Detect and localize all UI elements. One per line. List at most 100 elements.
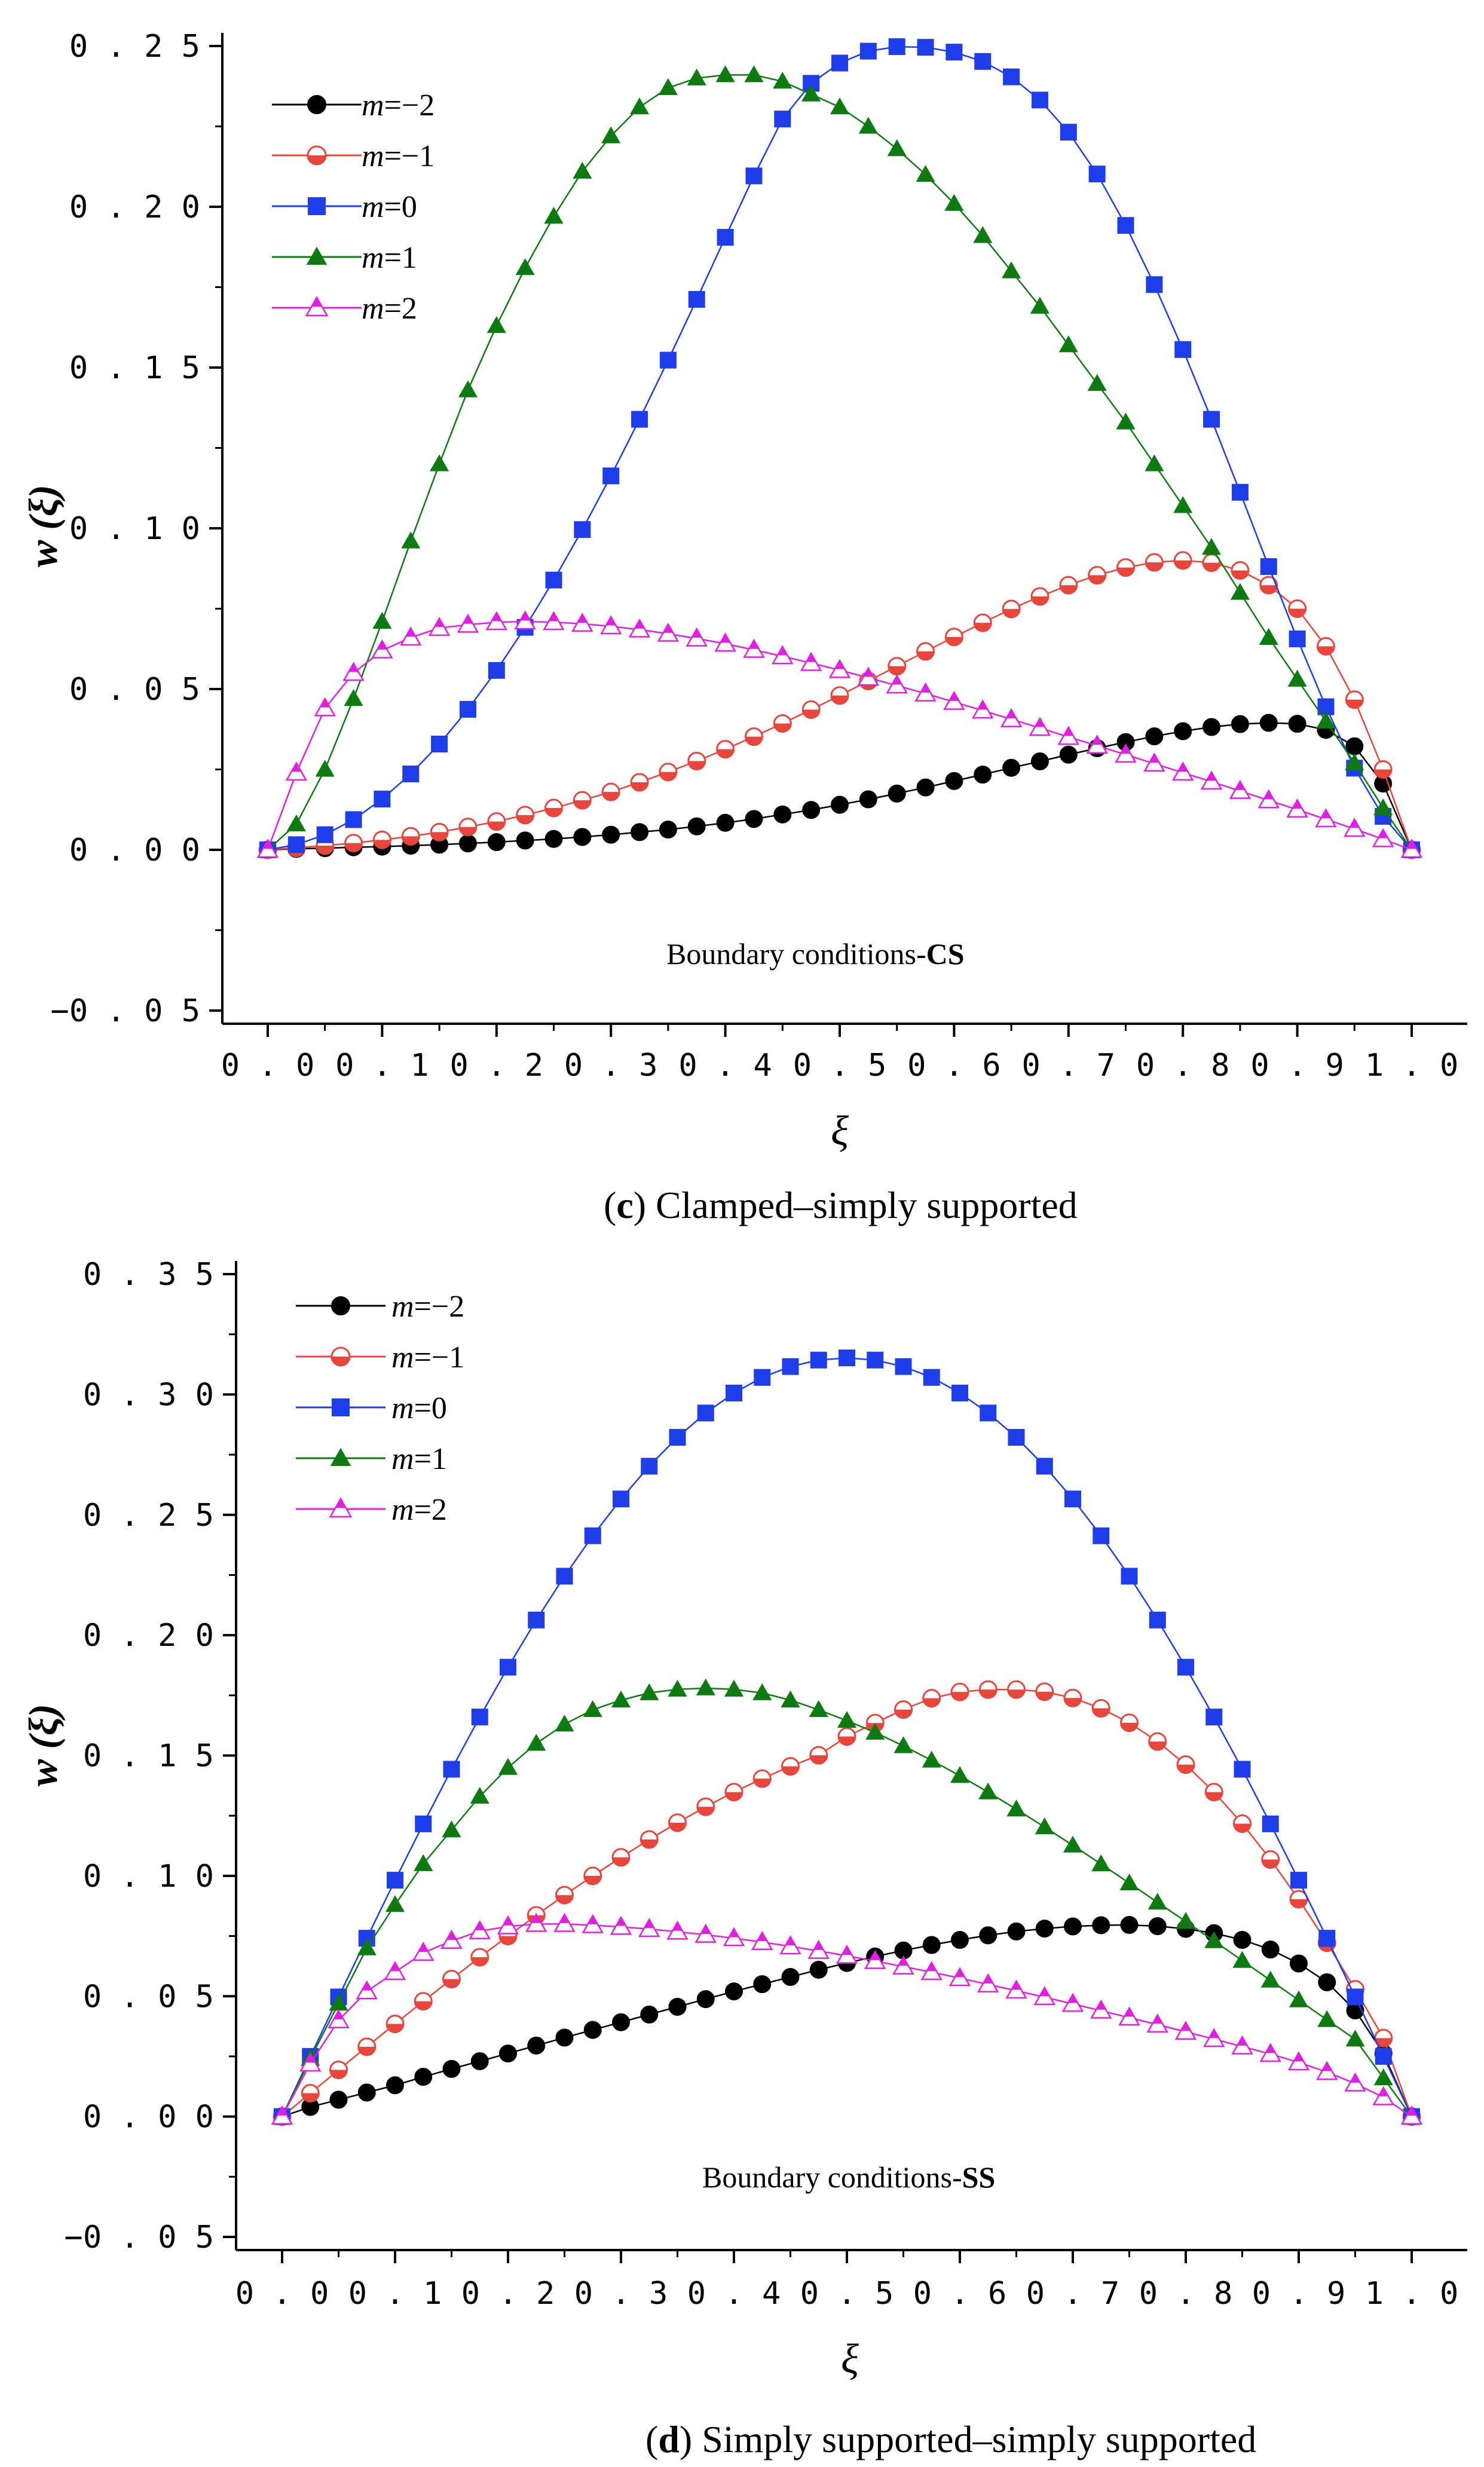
point-c-m_1-6 [430, 454, 449, 472]
y-tick-label-d-0: 0 . 3 5 [83, 1257, 214, 1293]
caption-d: (d) Simply supported–simply supported [645, 2418, 1257, 2460]
legend-label-c-m_1: m=1 [362, 241, 417, 275]
y-tick-label-d-2: 0 . 2 5 [83, 1498, 214, 1534]
point-c-m_0-17 [745, 167, 763, 185]
point-d-m_neg1-34 [1233, 1814, 1252, 1833]
point-d-m_neg1-22-fill [895, 1709, 912, 1718]
point-d-m_neg1-36 [1289, 1890, 1308, 1909]
point-d-m_neg2-9 [527, 2036, 546, 2055]
point-c-m_2-19-fill [806, 653, 816, 662]
point-c-m_2-23 [914, 682, 937, 702]
x-tick-label-d-0: 0 . 0 [235, 2276, 329, 2312]
point-c-m_0-21 [859, 42, 877, 60]
point-c-m_2-37-fill [1321, 809, 1331, 819]
point-c-m_neg1-4 [372, 830, 391, 849]
point-d-m_2-24 [948, 1967, 971, 1987]
point-c-m_neg1-32-fill [1174, 560, 1192, 569]
point-d-m_2-29-fill [1096, 2001, 1106, 2010]
point-c-m_2-29 [1086, 734, 1108, 754]
point-c-m_1-28 [1058, 335, 1078, 353]
point-c-m_neg2-38 [1345, 737, 1364, 755]
point-c-m_2-34 [1229, 779, 1252, 799]
point-c-m_neg1-35-fill [1260, 585, 1277, 594]
point-c-m_neg2-28 [1059, 745, 1078, 764]
point-c-m_2-26-fill [1006, 709, 1017, 718]
x-tick-label-c-7: 0 . 7 [1022, 1048, 1116, 1083]
point-d-m_0-12 [613, 1490, 629, 1508]
point-d-m_2-9 [525, 1912, 547, 1932]
point-d-m_2-13-fill [644, 1919, 654, 1929]
x-tick-label-c-8: 0 . 8 [1136, 1048, 1230, 1083]
point-c-m_2-29-fill [1092, 736, 1102, 745]
point-c-m_neg1-23-fill [917, 651, 934, 660]
series-d-m_neg1 [273, 1680, 1421, 2126]
point-d-m_1-5 [414, 1854, 433, 1871]
legend-label-c-m_neg2: m=−2 [362, 88, 435, 123]
x-tick-label-d-4: 0 . 4 [687, 2276, 781, 2312]
point-c-m_neg1-19-fill [803, 709, 820, 718]
point-d-m_2-14 [666, 1920, 689, 1940]
point-d-m_neg1-26-fill [1008, 1689, 1025, 1698]
point-d-m_2-3-fill [362, 1982, 372, 1991]
point-d-m_neg1-31-fill [1149, 1741, 1166, 1750]
point-d-m_neg2-18 [781, 1968, 800, 1987]
legend-marker-c-m_0 [308, 197, 326, 215]
point-d-m_0-5 [415, 1815, 432, 1832]
y-tick-label-c-3: 0 . 1 0 [69, 511, 200, 547]
x-tick-label-c-9: 0 . 9 [1250, 1048, 1344, 1083]
point-d-m_neg1-3 [357, 2037, 377, 2056]
point-d-m_1-9 [527, 1734, 546, 1751]
y-tick-label-d-4: 0 . 1 5 [83, 1738, 214, 1774]
point-d-m_2-28 [1061, 1992, 1084, 2012]
point-c-m_neg1-33 [1202, 553, 1221, 573]
x-tick-label-d-5: 0 . 5 [800, 2276, 894, 2312]
point-c-m_1-1 [286, 814, 306, 832]
point-c-m_2-19 [800, 651, 822, 671]
point-d-m_2-2 [328, 2009, 350, 2028]
point-d-m_2-3 [356, 1980, 378, 2000]
point-c-m_0-2 [316, 826, 333, 843]
point-c-m_neg1-14 [659, 763, 678, 782]
point-c-m_neg1-34 [1231, 561, 1250, 580]
point-c-m_2-28-fill [1063, 727, 1073, 736]
point-d-m_0-39 [1375, 2047, 1392, 2065]
point-d-m_2-21-fill [870, 1951, 880, 1960]
point-c-m_1-24 [944, 194, 964, 211]
point-c-m_0-20 [831, 54, 848, 72]
point-c-m_1-25 [973, 226, 993, 243]
point-c-m_2-23-fill [920, 684, 931, 693]
point-c-m_neg2-27 [1030, 752, 1049, 771]
point-c-m_neg1-18 [773, 714, 792, 733]
point-c-m_2-33-fill [1207, 772, 1217, 781]
point-c-m_0-8 [488, 662, 505, 679]
point-d-m_neg1-4-fill [387, 2024, 403, 2033]
point-c-m_1-12 [601, 126, 621, 143]
point-d-m_neg1-5-fill [415, 2001, 432, 2010]
point-c-m_neg1-3 [344, 834, 363, 853]
caption-c: (c) Clamped–simply supported [604, 1184, 1078, 1226]
caption-c-letter: c [616, 1184, 634, 1226]
point-c-m_2-8 [485, 611, 508, 630]
point-d-m_neg1-18-fill [782, 1766, 799, 1775]
point-d-m_neg1-39-fill [1375, 2038, 1392, 2047]
point-d-m_neg1-35-fill [1262, 1859, 1279, 1868]
point-c-m_neg1-9-fill [516, 815, 534, 824]
point-c-m_2-12-fill [606, 616, 616, 626]
point-d-m_neg1-15 [696, 1797, 715, 1816]
point-d-m_2-16-fill [729, 1929, 739, 1938]
point-c-m_2-14 [657, 622, 680, 642]
point-d-m_neg1-6-fill [443, 1979, 460, 1988]
point-d-m_1-37 [1317, 2010, 1337, 2027]
point-d-m_neg1-14 [668, 1813, 687, 1832]
point-c-m_0-24 [946, 44, 963, 61]
annotation-bc-c: CS [926, 937, 965, 971]
legend-marker-d-m_2-fill [335, 1498, 346, 1508]
point-d-m_2-37-fill [1322, 2062, 1332, 2071]
point-c-m_1-16 [715, 65, 735, 82]
point-d-m_1-12 [611, 1690, 631, 1707]
point-d-m_0-37 [1318, 1930, 1336, 1947]
point-d-m_2-10 [553, 1912, 576, 1932]
point-d-m_2-25-fill [983, 1975, 993, 1984]
point-c-m_2-5-fill [406, 628, 416, 637]
